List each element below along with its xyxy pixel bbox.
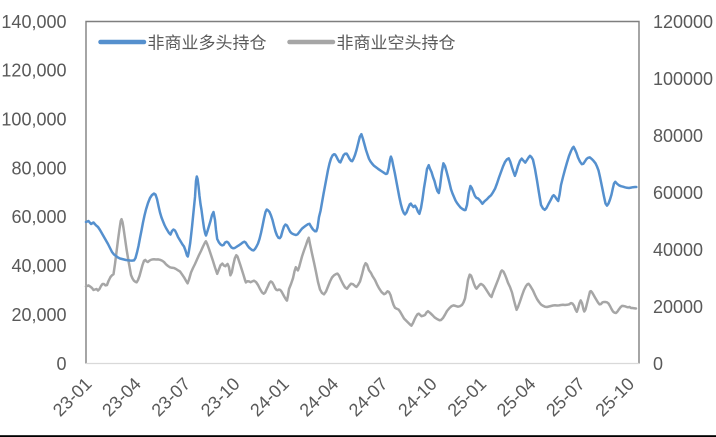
svg-text:20000: 20000	[653, 297, 703, 317]
svg-text:120,000: 120,000	[1, 61, 66, 81]
svg-text:60000: 60000	[653, 183, 703, 203]
svg-text:60,000: 60,000	[11, 207, 66, 227]
svg-text:120000: 120000	[653, 12, 713, 32]
svg-text:100000: 100000	[653, 69, 713, 89]
svg-text:40000: 40000	[653, 240, 703, 260]
svg-text:0: 0	[653, 354, 663, 374]
svg-text:20,000: 20,000	[11, 305, 66, 325]
svg-text:40,000: 40,000	[11, 256, 66, 276]
svg-text:0: 0	[56, 354, 66, 374]
svg-text:140,000: 140,000	[1, 12, 66, 32]
svg-text:100,000: 100,000	[1, 110, 66, 130]
svg-text:80000: 80000	[653, 126, 703, 146]
svg-text:80,000: 80,000	[11, 158, 66, 178]
